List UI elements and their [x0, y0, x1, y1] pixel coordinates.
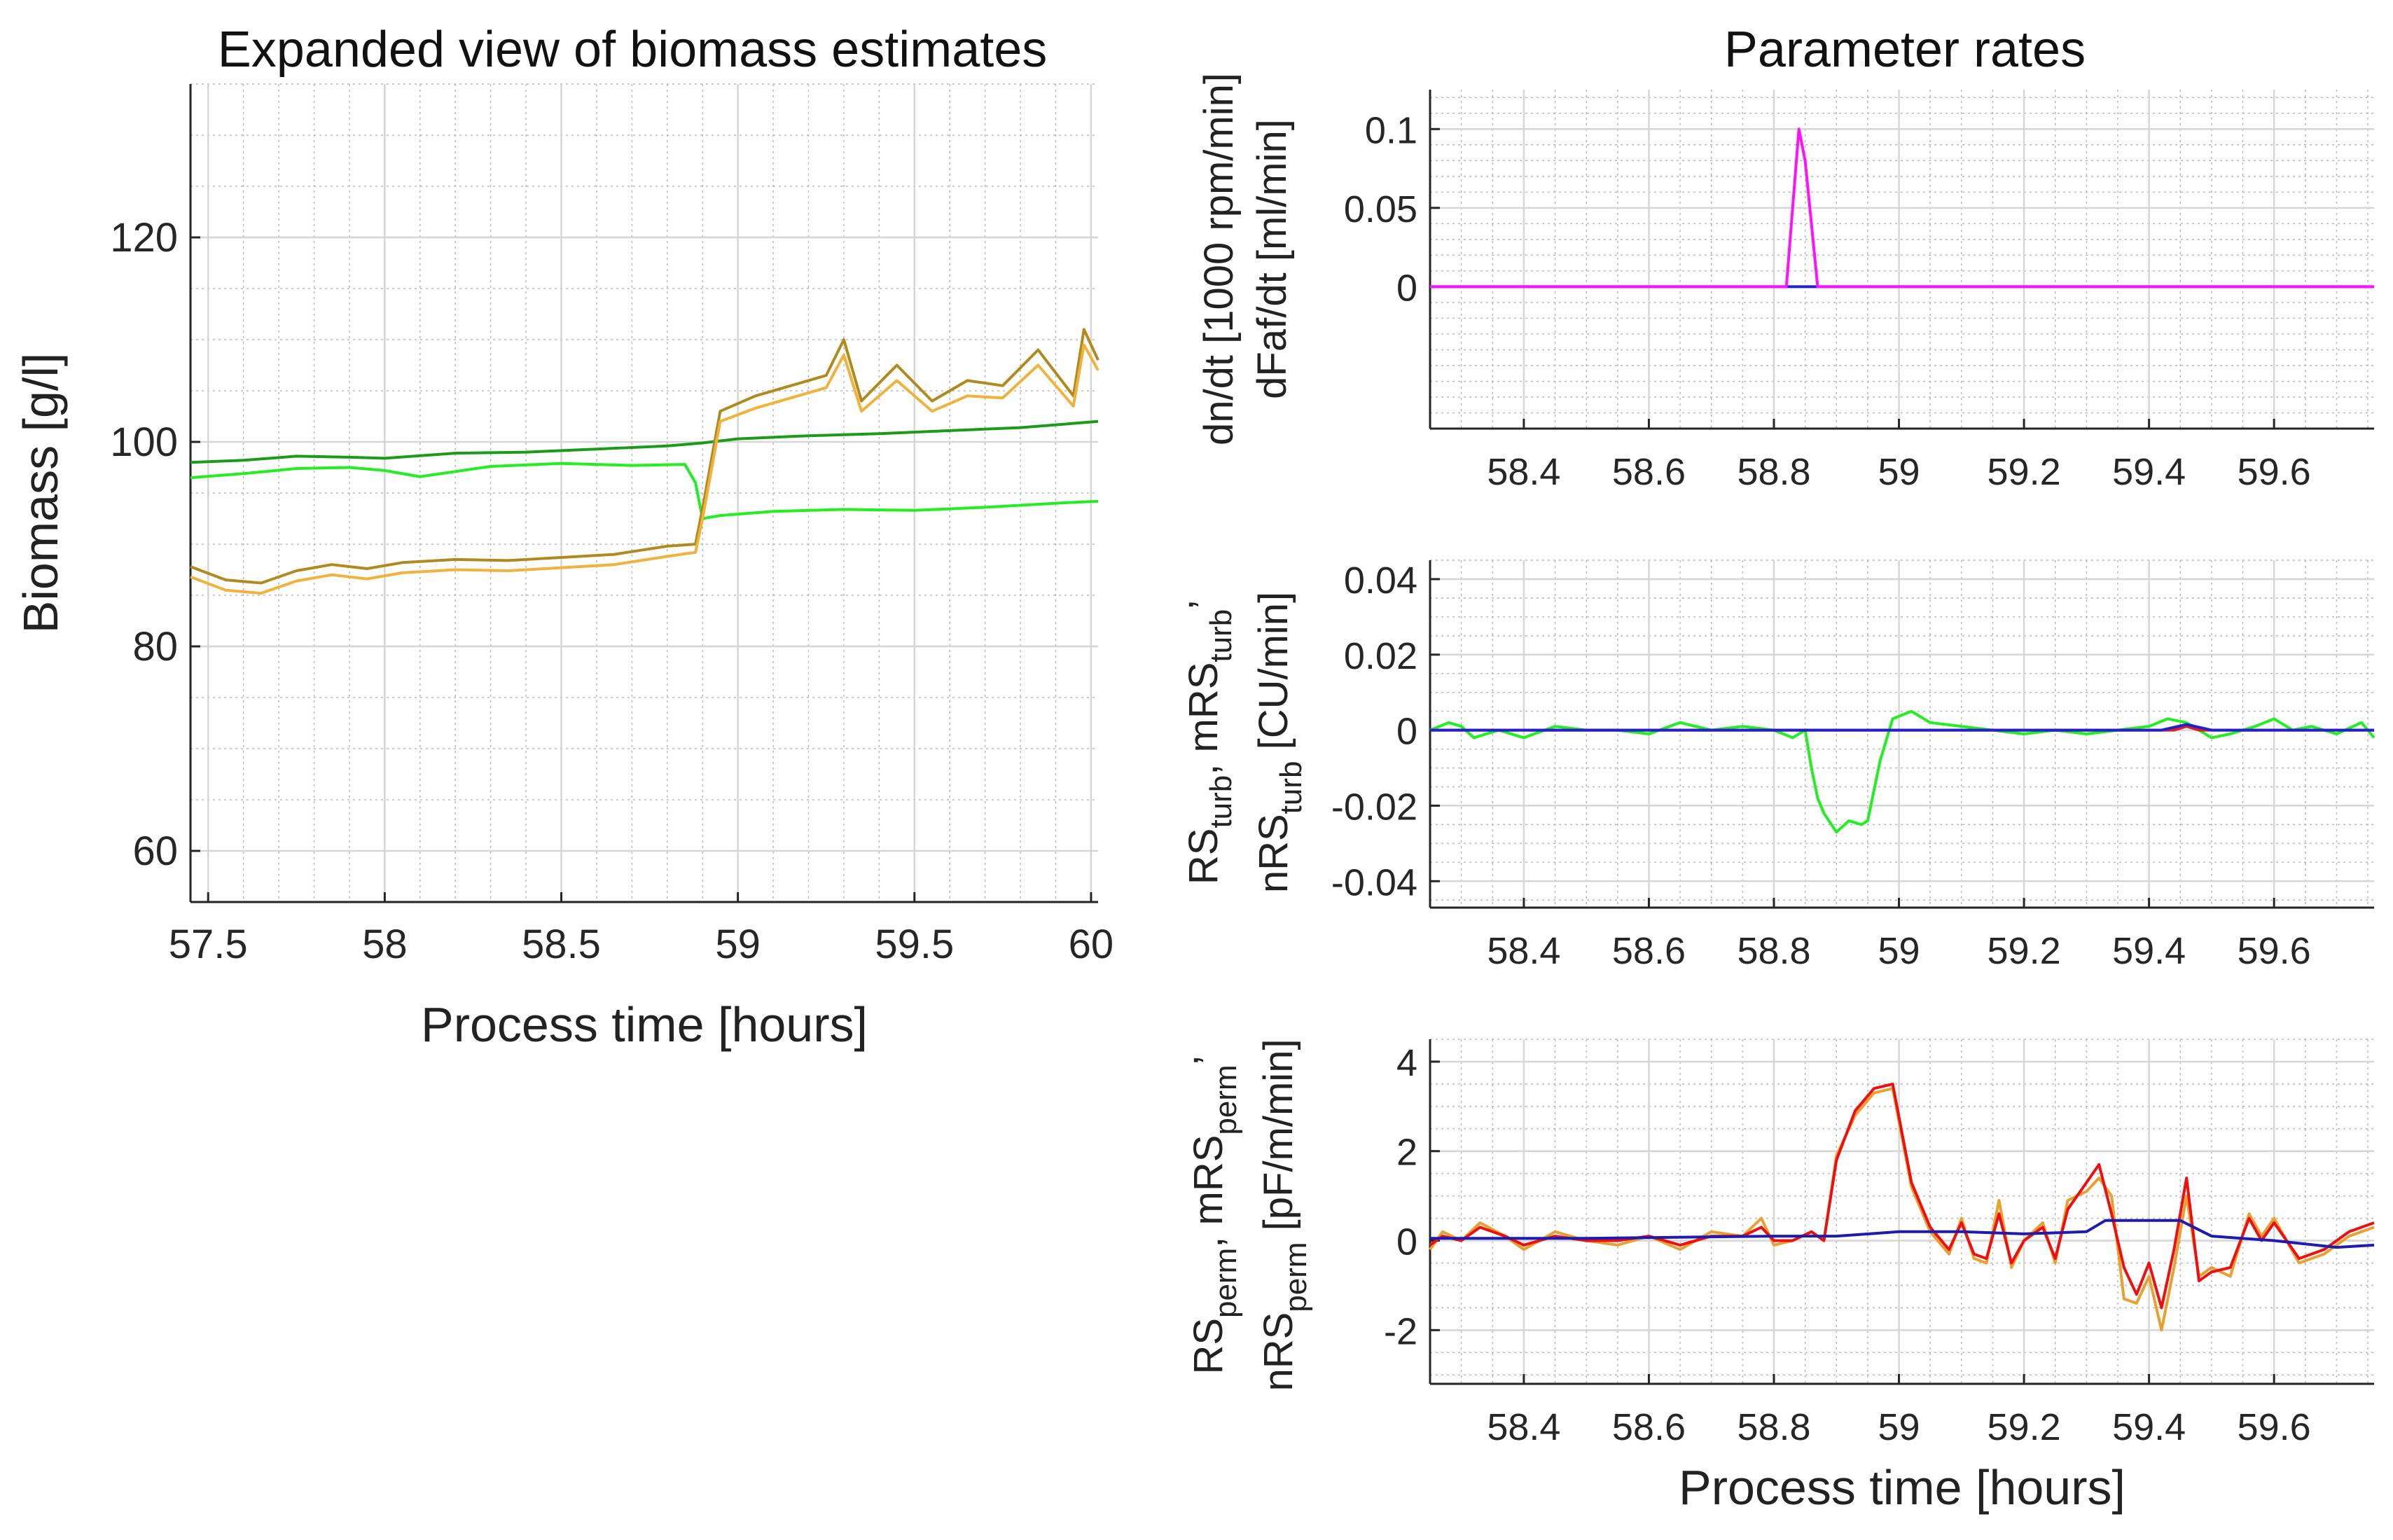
m-rs-perm-label: , mRS: [1186, 1135, 1231, 1248]
series-line-biomass-0: [190, 419, 1099, 464]
y-tick-label: -2: [1384, 1310, 1417, 1352]
x-tick-label: 58.6: [1612, 1406, 1686, 1448]
x-tick-label: 58.5: [522, 922, 601, 967]
x-tick-label: 59.4: [2112, 930, 2186, 972]
x-tick-label: 59: [715, 922, 761, 967]
rates-turb-y-ticks: -0.04 -0.02 0 0.02 0.04: [1331, 560, 1440, 903]
y-tick-label: 120: [110, 215, 178, 261]
x-tick-label: 59: [1878, 1406, 1920, 1448]
rates-turb-y-label-line2: nRSturb [CU/min]: [1251, 592, 1308, 893]
biomass-series: [190, 328, 1100, 595]
rates-perm-y-ticks: -2 0 2 4: [1384, 1042, 1440, 1352]
rs-turb-sub: turb: [1204, 775, 1238, 828]
rates-perm-chart: 58.4 58.6 58.8 59 59.2 59.4 59.6 -2 0 2 4 Process…: [1186, 1039, 2375, 1515]
rates-n-series: [1430, 127, 2374, 289]
x-tick-label: 59.2: [1988, 1406, 2061, 1448]
rates-n-grid: [1429, 90, 2374, 429]
rates-turb-y-label-line1: RSturb, mRSturb’: [1181, 600, 1238, 885]
rates-perm-y-label-line2: nRSperm [pF/m/min]: [1256, 1039, 1313, 1391]
rates-turb-series: [1429, 709, 2375, 834]
rs-turb-label: RS: [1181, 828, 1226, 885]
biomass-y-ticks: 60 80 100 120: [110, 215, 200, 874]
x-tick-label: 59.2: [1988, 451, 2061, 493]
series-line-biomass-3: [190, 343, 1100, 595]
rates-n-y-label-line1: dn/dt [1000 rpm/min]: [1196, 73, 1242, 445]
y-tick-label: 0: [1396, 711, 1417, 753]
y-tick-label: 100: [110, 419, 178, 465]
series-line-biomass-2: [190, 328, 1100, 585]
y-tick-label: -0.04: [1331, 861, 1417, 903]
x-tick-label: 60: [1069, 922, 1114, 967]
cu-min-unit: [CU/min]: [1251, 592, 1296, 761]
y-tick-label: 0: [1396, 267, 1417, 309]
n-rs-turb-sub: turb: [1274, 761, 1308, 814]
y-tick-label: 2: [1396, 1132, 1417, 1174]
y-tick-label: 0: [1396, 1221, 1417, 1263]
x-tick-label: 59.4: [2112, 451, 2186, 493]
y-tick-label: 0.04: [1344, 560, 1417, 602]
y-tick-label: 80: [132, 624, 178, 670]
y-tick-label: 0.1: [1365, 109, 1417, 151]
biomass-grid: [190, 83, 1098, 903]
rs-perm-label: RS: [1186, 1318, 1231, 1375]
series-line-rates_perm-0: [1429, 1087, 2375, 1332]
biomass-y-axis-label: Biomass [g/l]: [13, 353, 68, 634]
series-line-rates_turb-2: [1430, 723, 2374, 732]
y-tick-label: 4: [1396, 1042, 1417, 1084]
biomass-x-ticks: 57.5 58 58.5 59 59.5 60: [169, 892, 1114, 967]
m-rs-turb-sub: turb: [1204, 609, 1238, 663]
x-tick-label: 59.4: [2112, 1406, 2186, 1448]
x-tick-label: 58.6: [1612, 451, 1686, 493]
x-tick-label: 58.8: [1737, 930, 1810, 972]
x-tick-label: 58: [362, 922, 408, 967]
rates-perm-y-label-line1: RSperm, mRSperm’: [1186, 1055, 1243, 1374]
x-tick-label: 59.6: [2238, 930, 2311, 972]
rates-n-x-ticks: 58.4 58.6 58.8 59 59.2 59.4 59.6: [1487, 419, 2311, 493]
biomass-chart-title: Expanded view of biomass estimates: [218, 22, 1048, 78]
series-line-rates_n-1: [1430, 127, 2374, 289]
rates-perm-series: [1429, 1082, 2375, 1332]
rates-turb-x-ticks: 58.4 58.6 58.8 59 59.2 59.4 59.6: [1487, 898, 2311, 972]
rates-n-chart: Parameter rates 58.4 58.6 58.8 59 59.2 59.4 59…: [1196, 22, 2374, 493]
x-tick-label: 59.6: [2238, 451, 2311, 493]
rates-perm-x-axis-label: Process time [hours]: [1679, 1460, 2125, 1515]
biomass-x-axis-label: Process time [hours]: [421, 997, 868, 1052]
rates-perm-grid: [1429, 1039, 2374, 1384]
rates-turb-chart: 58.4 58.6 58.8 59 59.2 59.4 59.6 -0.04 -0.02 0 0.…: [1181, 560, 2375, 972]
n-rs-turb-label: nRS: [1251, 814, 1296, 893]
x-tick-label: 58.4: [1487, 930, 1560, 972]
prime-mark-perm: ’: [1186, 1055, 1231, 1064]
rates-n-y-ticks: 0 0.05 0.1: [1344, 109, 1440, 309]
x-tick-label: 59.2: [1988, 930, 2061, 972]
x-tick-label: 59: [1878, 451, 1920, 493]
prime-mark: ’: [1181, 600, 1226, 609]
m-rs-perm-sub: perm: [1209, 1064, 1243, 1135]
biomass-chart: Expanded view of biomass estimates 57.5 5…: [13, 22, 1114, 1052]
y-tick-label: 0.05: [1344, 188, 1417, 230]
x-tick-label: 58.6: [1612, 930, 1686, 972]
x-tick-label: 58.8: [1737, 451, 1810, 493]
x-tick-label: 57.5: [169, 922, 248, 967]
x-tick-label: 58.4: [1487, 451, 1560, 493]
x-tick-label: 59.6: [2238, 1406, 2311, 1448]
n-rs-perm-label: nRS: [1256, 1312, 1301, 1392]
rates-n-y-label-line2: dFaf/dt [ml/min]: [1249, 119, 1295, 399]
rates-chart-title: Parameter rates: [1724, 22, 2086, 78]
x-tick-label: 59.5: [875, 922, 954, 967]
rs-perm-sub: perm: [1209, 1248, 1243, 1318]
series-line-biomass-1: [190, 462, 1099, 520]
y-tick-label: -0.02: [1331, 786, 1417, 828]
n-rs-perm-sub: perm: [1279, 1242, 1313, 1312]
x-tick-label: 58.4: [1487, 1406, 1560, 1448]
x-tick-label: 59: [1878, 930, 1920, 972]
series-line-rates_perm-2: [1430, 1219, 2375, 1249]
rates-perm-x-ticks: 58.4 58.6 58.8 59 59.2 59.4 59.6: [1487, 1374, 2311, 1448]
y-tick-label: 60: [132, 828, 178, 874]
x-tick-label: 58.8: [1737, 1406, 1810, 1448]
pf-unit: [pF/m/min]: [1256, 1039, 1301, 1242]
m-rs-turb-label: , mRS: [1181, 663, 1226, 775]
y-tick-label: 0.02: [1344, 635, 1417, 677]
